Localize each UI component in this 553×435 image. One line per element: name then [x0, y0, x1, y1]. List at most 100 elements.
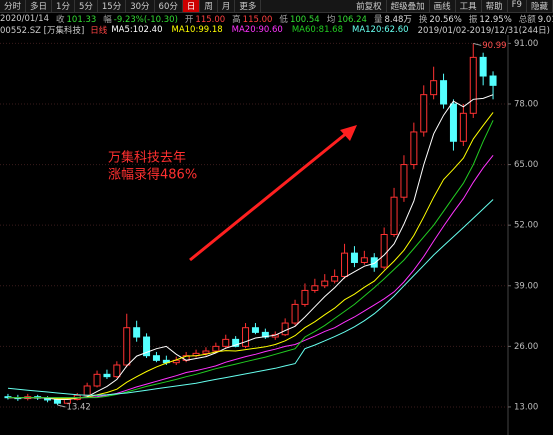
- tab[interactable]: 更多: [235, 0, 262, 12]
- candle-body: [93, 373, 101, 387]
- info-label: 幅: [103, 14, 112, 25]
- info-item: 开 115.00: [184, 13, 226, 25]
- candle-body: [202, 350, 210, 354]
- candle-body: [311, 285, 319, 291]
- candle-body: [143, 336, 151, 357]
- info-item: 幅 -9.23%(-10.30): [103, 13, 178, 25]
- info-value: 100.54: [289, 14, 320, 25]
- candle-body: [449, 103, 457, 142]
- legend-entry: MA20:90.60: [231, 24, 283, 35]
- tab[interactable]: 5分: [75, 0, 98, 12]
- min-pointer: [57, 404, 66, 408]
- info-value: -9.23%(-10.30): [113, 14, 178, 25]
- info-item: 均 106.24: [327, 13, 367, 25]
- menu-button[interactable]: 前复权: [352, 0, 387, 12]
- info-value: 8.48万: [384, 14, 412, 25]
- tab[interactable]: 周: [200, 0, 218, 12]
- info-item: 低 100.54: [279, 13, 320, 25]
- candle-body: [113, 364, 121, 378]
- legend-bar: 00552.SZ [万集科技] 日线 MA5:102.40 MA10:99.18 M…: [0, 24, 553, 36]
- info-value: 20.56%: [429, 14, 462, 25]
- candle-body: [420, 94, 428, 133]
- candle-body: [123, 327, 131, 366]
- legend-entry: MA10:99.18: [171, 24, 223, 35]
- tab[interactable]: 月: [218, 0, 236, 12]
- candle-body: [341, 252, 349, 277]
- info-value: 106.24: [337, 14, 367, 25]
- candle-body: [103, 373, 111, 378]
- candle-body: [370, 257, 378, 268]
- candle-body: [232, 338, 240, 347]
- candle-body: [152, 355, 160, 361]
- info-value: 9.01亿: [537, 14, 553, 25]
- menu-button[interactable]: 超级叠加: [387, 0, 430, 12]
- info-value: 101.33: [66, 14, 97, 25]
- candle-body: [469, 56, 477, 114]
- menu-button[interactable]: F9: [508, 0, 527, 12]
- legend-entry: MA60:81.68: [291, 24, 343, 35]
- candle-body: [83, 385, 91, 396]
- candle-body: [380, 233, 388, 268]
- ma-line: [8, 112, 494, 400]
- menu-button[interactable]: 工具: [456, 0, 482, 12]
- candle-body: [301, 289, 309, 305]
- ma-line: [8, 94, 494, 400]
- menu-button[interactable]: 隐藏: [527, 0, 553, 12]
- candle-body: [410, 131, 418, 166]
- candle-body: [489, 75, 497, 86]
- candle-body: [251, 327, 259, 333]
- period: 日线: [90, 25, 108, 36]
- max-label: 90.99: [482, 41, 506, 51]
- candle-body: [360, 257, 368, 263]
- info-value: 115.00: [195, 14, 226, 25]
- tab[interactable]: 分时: [0, 0, 27, 12]
- tab[interactable]: 多日: [26, 0, 53, 12]
- legend-entry: MA5:102.40: [111, 24, 163, 35]
- ma-line: [8, 154, 494, 399]
- y-tick-label: 91.00: [514, 39, 538, 49]
- info-label: 高: [232, 14, 241, 25]
- y-tick-label: 13.00: [514, 402, 538, 412]
- candle-body: [281, 322, 289, 336]
- code: 00552.SZ [万集科技]: [0, 25, 85, 36]
- annotation: 万集科技去年: [108, 150, 186, 166]
- candle-body: [479, 56, 487, 77]
- toolbar: 分时 多日 1分 5分 15分 30分 60分日周月更多 前复权 超级叠加 画线 工具 帮助 F9 隐藏: [0, 0, 553, 13]
- info-label: 收: [56, 14, 65, 25]
- max-pointer: [473, 42, 482, 46]
- tab[interactable]: 30分: [126, 0, 155, 12]
- info-item: 收 101.33: [56, 13, 97, 25]
- y-tick-label: 39.00: [514, 281, 538, 291]
- candle-body: [459, 112, 467, 142]
- y-tick-label: 52.00: [514, 221, 538, 231]
- y-tick-label: 26.00: [514, 342, 538, 352]
- candle-body: [390, 196, 398, 235]
- info-bar: 2020/01/14 收 101.33 幅 -9.23%(-10.30) 开 115.00 高…: [0, 13, 553, 25]
- info-label: 换: [418, 14, 428, 25]
- info-label: 量: [373, 14, 383, 25]
- candle-body: [430, 80, 438, 96]
- y-tick-label: 65.00: [514, 160, 538, 170]
- candle-body: [242, 327, 250, 347]
- info-item: 换 20.56%: [418, 13, 462, 25]
- annotation: 涨幅录得486%: [108, 167, 197, 183]
- tab[interactable]: 1分: [52, 0, 75, 12]
- range: 2019/01/02-2019/12/31(244日): [417, 25, 550, 36]
- candle-body: [440, 80, 448, 105]
- info-label: 开: [184, 14, 194, 25]
- ma-line: [7, 199, 494, 396]
- info-label: 总额: [518, 14, 536, 25]
- menu-button[interactable]: 帮助: [482, 0, 508, 12]
- info-item: 高 115.00: [232, 13, 273, 25]
- tab[interactable]: 日: [182, 0, 201, 12]
- info-value: 115.00: [242, 14, 273, 25]
- arrow-shaft: [189, 130, 349, 262]
- candle-body: [400, 164, 408, 198]
- candle-body: [53, 399, 61, 404]
- tab[interactable]: 60分: [155, 0, 183, 12]
- menu-button[interactable]: 画线: [430, 0, 456, 12]
- tab[interactable]: 15分: [98, 0, 127, 12]
- candle-body: [321, 280, 329, 287]
- candle-body: [133, 327, 141, 338]
